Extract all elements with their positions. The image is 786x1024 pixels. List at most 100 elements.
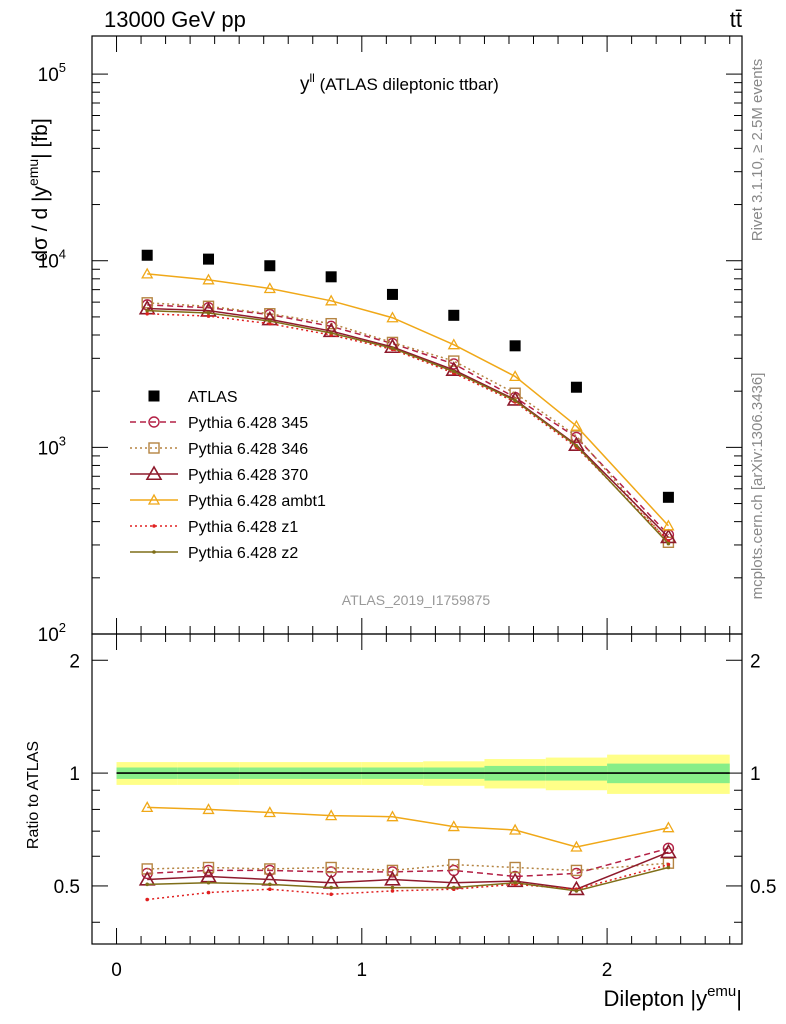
ratio-ytick-label: 1 [69, 764, 80, 785]
ratio-series-point [145, 897, 149, 902]
ratio-series-line [147, 806, 669, 848]
series-line [147, 312, 669, 542]
x-axis-label-end: | [736, 986, 742, 1011]
atlas-point [264, 260, 276, 272]
ratio-series [138, 801, 677, 902]
ratio-series-point [666, 865, 671, 870]
x-axis-label: Dilepton |yemu| [604, 983, 742, 1011]
main-series [138, 249, 677, 548]
main-ytick-label: 102 [38, 620, 66, 646]
x-axis-label-main: Dilepton |y [604, 986, 708, 1011]
ratio-series-point [268, 887, 272, 892]
legend-marker [147, 493, 161, 505]
ratio-series-point [202, 803, 215, 815]
legend-label: Pythia 6.428 z1 [188, 519, 298, 536]
series-point [445, 361, 463, 376]
legend-marker [152, 550, 156, 554]
legend-entry: Pythia 6.428 370 [130, 465, 308, 484]
ratio-series-point [390, 889, 395, 893]
ratio-series-line [147, 862, 669, 872]
ratio-series-line [147, 851, 669, 890]
series-point [390, 346, 395, 350]
main-ytick-label: 104 [38, 247, 66, 273]
ratio-series-point [325, 861, 337, 874]
series-point [386, 311, 399, 323]
mcplots-label: mcplots.cern.ch [arXiv:1306.3436] [749, 373, 766, 600]
legend: ATLAS Pythia 6.428 345 Pythia 6.428 346 Pyt… [130, 389, 326, 562]
legend-marker [148, 390, 160, 402]
series-point [384, 338, 401, 354]
ratio-series-point [506, 872, 524, 888]
ratio-series-point [206, 880, 211, 885]
series-point [451, 369, 456, 374]
ratio-series-point [329, 892, 333, 897]
plot-title: yll (ATLAS dileptonic ttbar) [300, 71, 499, 95]
legend-label: Pythia 6.428 ambt1 [188, 493, 326, 510]
series-3 [141, 267, 675, 531]
ratio-series-point [141, 801, 154, 813]
legend-entry: Pythia 6.428 346 [130, 441, 308, 458]
series-line [147, 273, 669, 527]
ratio-series-point [666, 862, 671, 867]
ratio-ytick-label-right: 2 [750, 651, 761, 672]
ratio-ytick-label-right: 0.5 [750, 877, 776, 898]
main-ylabel-main: dσ / d |y [29, 186, 52, 262]
series-point [329, 331, 333, 335]
series-point [268, 321, 272, 326]
legend-entry: ATLAS [148, 389, 238, 406]
main-ytick-label: 103 [38, 433, 66, 459]
main-ylabel-end: | [fb] [29, 118, 52, 158]
ratio-frame [91, 633, 743, 945]
legend-marker [148, 442, 160, 454]
legend-entry: Pythia 6.428 z2 [130, 545, 298, 562]
ratio-ylabel: Ratio to ATLAS [25, 741, 42, 849]
ratio-ytick-label: 2 [69, 651, 80, 672]
plot-title-rest: (ATLAS dileptonic ttbar) [315, 75, 499, 94]
series-point [574, 443, 579, 448]
ratio-ytick-labels: 0.5 0.5 1 1 2 2 [54, 651, 777, 898]
ratio-series-point [447, 820, 460, 832]
ratio-series-point [662, 821, 675, 833]
ratio-series-point [145, 882, 149, 887]
ratio-series-point [329, 885, 333, 890]
ratio-series-point [662, 842, 675, 855]
ratio-series-point [390, 885, 395, 890]
legend-entry: Pythia 6.428 ambt1 [130, 493, 326, 510]
series-point [268, 319, 272, 323]
series-point [509, 370, 522, 382]
ratio-series-point [325, 809, 338, 821]
process-label: tt̄ [730, 7, 742, 32]
series-point [509, 387, 521, 399]
series-point [570, 430, 583, 442]
ratio-series-point [384, 870, 401, 886]
series-point [325, 294, 338, 306]
xtick-labels: 0 1 2 [111, 960, 612, 981]
ratio-series-point [451, 885, 456, 890]
ratio-series-5 [145, 865, 671, 893]
ratio-series-point [570, 864, 583, 877]
xtick-label: 0 [111, 960, 122, 981]
ratio-ticks [92, 634, 742, 944]
atlas-point [509, 340, 521, 352]
ratio-series-point [263, 806, 276, 818]
ratio-series-point [509, 861, 521, 874]
ratio-series-point [386, 864, 399, 877]
atlas-point [141, 249, 153, 261]
ratio-series-point [448, 858, 460, 871]
series-point [145, 308, 149, 313]
ratio-series-point [206, 890, 211, 895]
series-point [666, 541, 671, 546]
x-axis-label-sup: emu [707, 983, 736, 1000]
series-5 [145, 308, 671, 546]
atlas-data [141, 249, 674, 503]
series-point [325, 317, 337, 330]
series-point [145, 311, 149, 316]
legend-entry: Pythia 6.428 z1 [130, 519, 298, 536]
ratio-series-point [509, 823, 522, 835]
series-line [147, 304, 669, 536]
ratio-series-point [570, 840, 583, 852]
plot-title-sup: ll [310, 71, 315, 85]
legend-label: Pythia 6.428 370 [188, 467, 308, 484]
series-point [662, 519, 675, 531]
series-point [513, 398, 517, 403]
